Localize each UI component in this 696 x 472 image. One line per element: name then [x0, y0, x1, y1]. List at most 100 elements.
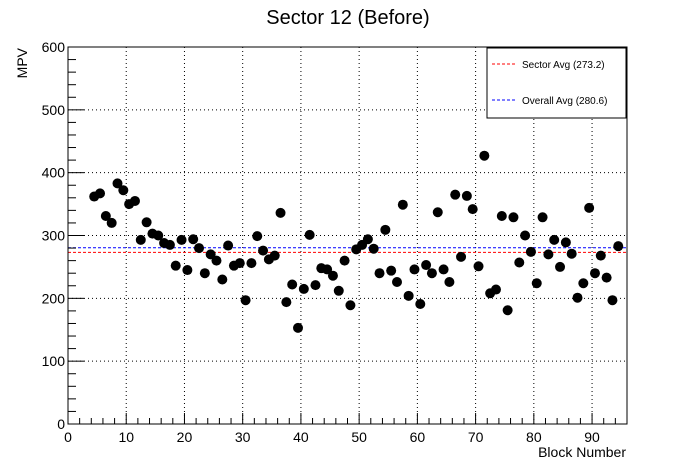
- data-point: [409, 264, 420, 275]
- data-point: [118, 185, 129, 196]
- data-point: [182, 265, 193, 276]
- data-point: [601, 272, 612, 283]
- legend-label: Sector Avg (273.2): [522, 60, 605, 71]
- data-point: [170, 260, 181, 271]
- data-point: [467, 204, 478, 215]
- data-point: [531, 278, 542, 289]
- data-point: [258, 245, 269, 256]
- data-point: [584, 202, 595, 213]
- data-point: [153, 230, 164, 241]
- x-axis-label: Block Number: [538, 444, 626, 460]
- y-tick-label: 600: [42, 39, 66, 55]
- data-point: [129, 195, 140, 206]
- data-point: [223, 240, 234, 251]
- grid: [68, 47, 627, 424]
- data-point: [176, 234, 187, 245]
- data-point: [391, 276, 402, 287]
- data-point: [543, 249, 554, 260]
- data-point: [397, 199, 408, 210]
- data-point: [473, 261, 484, 272]
- data-point: [141, 217, 152, 228]
- data-point: [293, 322, 304, 333]
- data-point: [426, 268, 437, 279]
- data-point: [217, 274, 228, 285]
- data-point: [549, 234, 560, 245]
- data-point: [304, 229, 315, 240]
- data-point: [106, 217, 117, 228]
- data-point: [380, 224, 391, 235]
- data-point: [135, 234, 146, 245]
- data-point: [514, 257, 525, 268]
- data-point: [275, 207, 286, 218]
- data-point: [560, 237, 571, 248]
- data-point: [368, 243, 379, 254]
- data-point: [211, 255, 222, 266]
- x-tick-label: 70: [468, 429, 484, 445]
- data-point: [287, 279, 298, 290]
- y-tick-label: 400: [42, 165, 66, 181]
- data-point: [613, 241, 624, 252]
- x-tick-label: 20: [177, 429, 193, 445]
- data-point: [496, 211, 507, 222]
- data-point: [415, 298, 426, 309]
- data-point: [525, 246, 536, 257]
- data-point: [362, 234, 373, 245]
- data-point: [322, 264, 333, 275]
- data-point: [298, 283, 309, 294]
- data-point: [508, 212, 519, 223]
- data-point: [386, 265, 397, 276]
- data-point: [246, 258, 257, 269]
- y-tick-label: 0: [57, 416, 65, 432]
- x-tick-label: 50: [351, 429, 367, 445]
- data-point: [520, 230, 531, 241]
- data-point: [438, 264, 449, 275]
- data-point: [589, 268, 600, 279]
- x-tick-label: 80: [526, 429, 542, 445]
- data-point: [194, 243, 205, 254]
- x-tick-label: 0: [64, 429, 72, 445]
- x-tick-label: 10: [118, 429, 134, 445]
- data-point: [403, 290, 414, 301]
- data-point: [607, 295, 618, 306]
- data-point: [479, 150, 490, 161]
- data-point: [572, 292, 583, 303]
- data-point: [374, 268, 385, 279]
- legend-box: [486, 47, 627, 119]
- data-point: [205, 249, 216, 260]
- y-axis-label: MPV: [14, 47, 30, 78]
- data-point: [537, 212, 548, 223]
- data-point: [112, 178, 123, 189]
- data-point: [252, 231, 263, 242]
- x-tick-label: 40: [293, 429, 309, 445]
- data-point: [339, 255, 350, 266]
- data-point: [444, 276, 455, 287]
- x-tick-label: 90: [584, 429, 600, 445]
- data-point: [188, 234, 199, 245]
- data-point: [502, 305, 513, 316]
- data-point: [164, 239, 175, 250]
- y-tick-label: 100: [42, 353, 66, 369]
- data-point: [333, 285, 344, 296]
- data-point: [100, 211, 111, 222]
- data-point: [240, 295, 251, 306]
- data-point: [555, 261, 566, 272]
- y-tick-label: 200: [42, 290, 66, 306]
- data-point: [450, 189, 461, 200]
- data-point: [327, 270, 338, 281]
- data-point: [310, 280, 321, 291]
- data-point: [234, 258, 245, 269]
- data-point: [199, 268, 210, 279]
- data-points: [89, 150, 624, 333]
- data-point: [95, 188, 106, 199]
- data-point: [281, 297, 292, 308]
- y-tick-label: 300: [42, 228, 66, 244]
- data-point: [490, 284, 501, 295]
- y-tick-label: 500: [42, 102, 66, 118]
- data-point: [432, 207, 443, 218]
- x-tick-label: 30: [235, 429, 251, 445]
- data-point: [456, 251, 467, 262]
- data-point: [421, 260, 432, 271]
- legend-label: Overall Avg (280.6): [522, 96, 607, 107]
